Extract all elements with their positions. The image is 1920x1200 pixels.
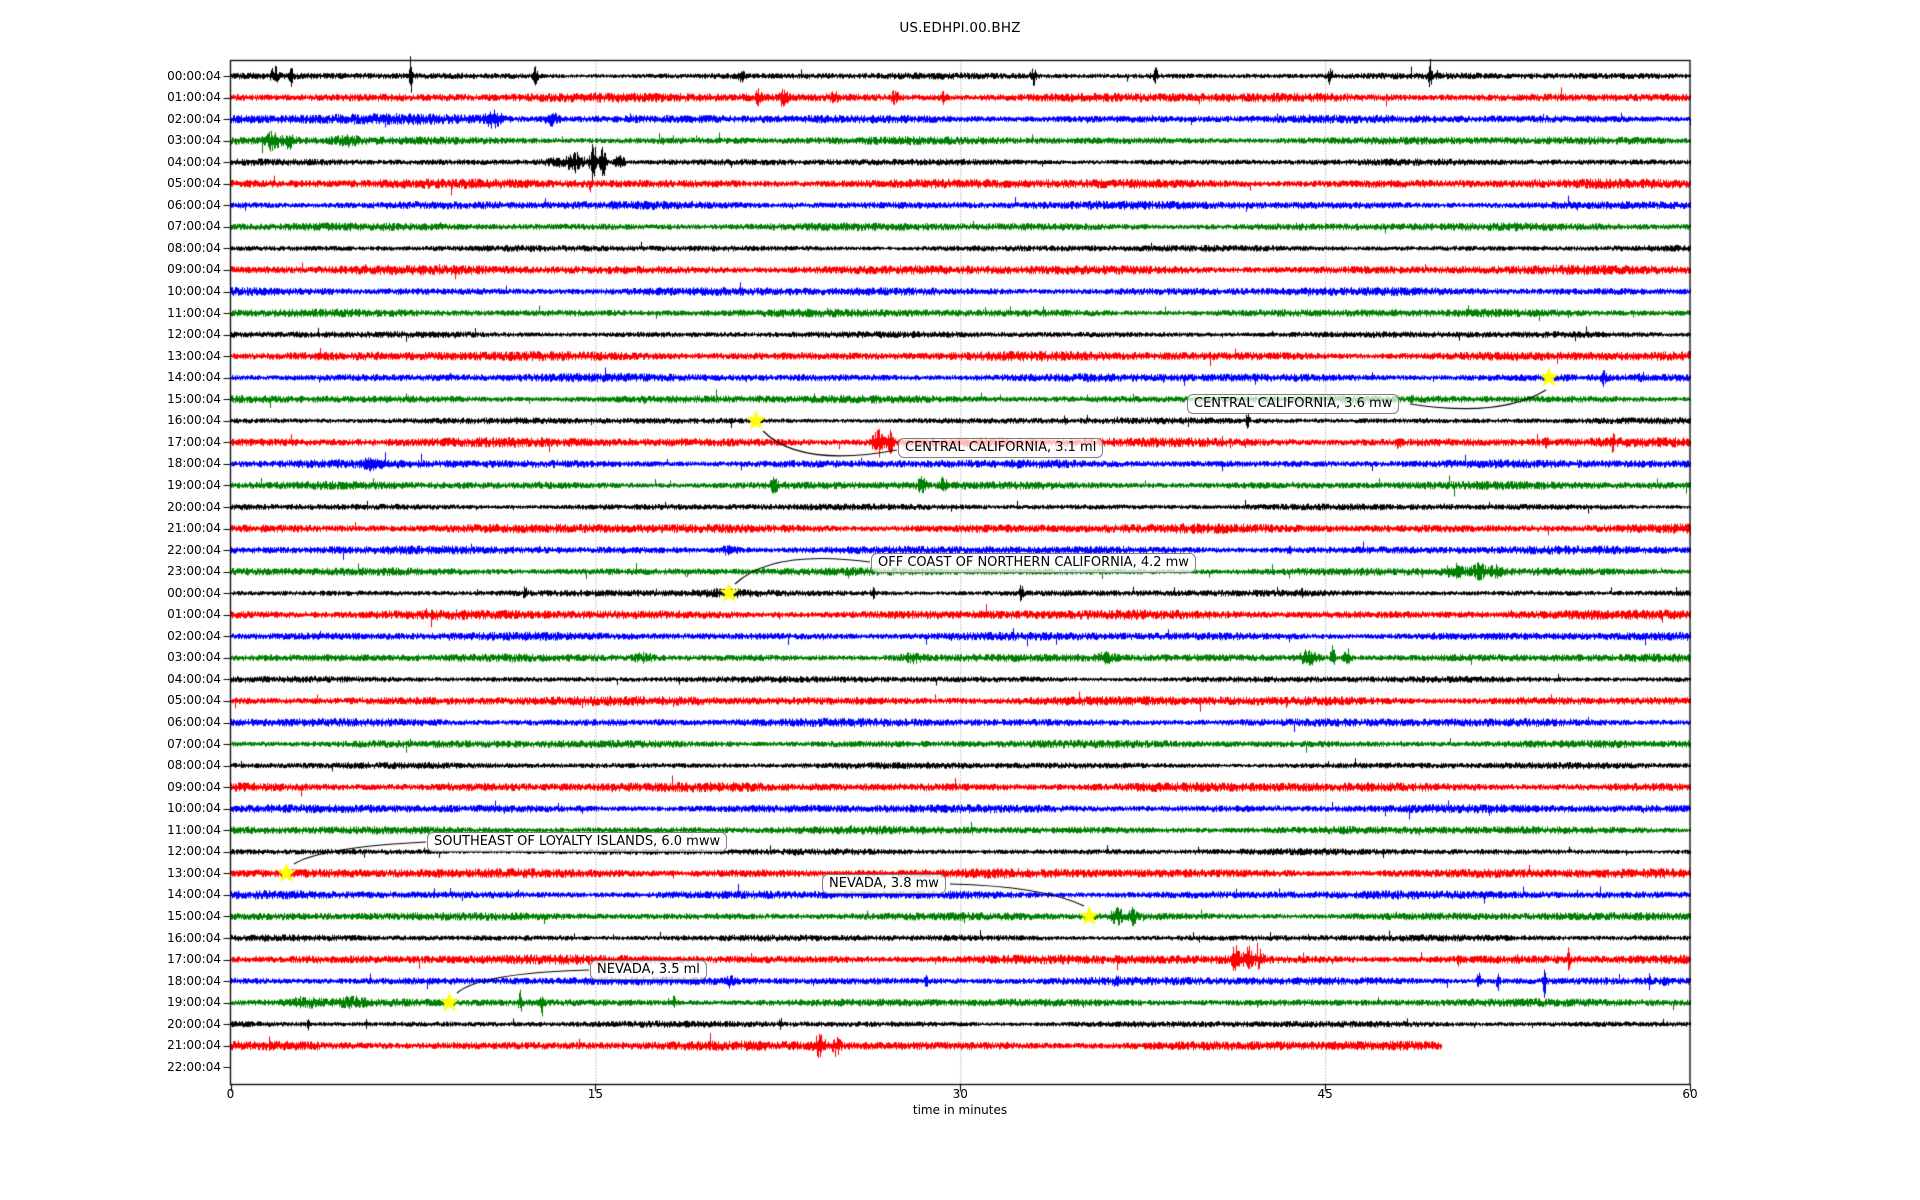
minute-tick-label: 30 — [952, 1087, 968, 1101]
time-tick-label: 04:00:04 — [167, 154, 221, 169]
time-tick-label: 18:00:04 — [167, 456, 221, 471]
time-tick-label: 08:00:04 — [167, 758, 221, 773]
time-tick-label: 02:00:04 — [167, 628, 221, 643]
time-tick-label: 02:00:04 — [167, 111, 221, 126]
time-tick-label: 21:00:04 — [167, 1038, 221, 1053]
time-tick-label: 17:00:04 — [167, 434, 221, 449]
time-tick-label: 20:00:04 — [167, 499, 221, 514]
event-annotation: OFF COAST OF NORTHERN CALIFORNIA, 4.2 mw — [871, 553, 1196, 573]
time-tick-label: 04:00:04 — [167, 671, 221, 686]
time-tick-label: 05:00:04 — [167, 693, 221, 708]
time-tick-label: 15:00:04 — [167, 391, 221, 406]
x-axis-label: time in minutes — [912, 1103, 1008, 1117]
minute-tick-label: 60 — [1682, 1087, 1698, 1101]
time-tick-label: 03:00:04 — [167, 650, 221, 665]
time-tick-label: 16:00:04 — [167, 413, 221, 428]
time-tick-label: 09:00:04 — [167, 779, 221, 794]
minute-tick-label: 15 — [587, 1087, 604, 1101]
minute-tick-label: 0 — [226, 1087, 235, 1101]
time-tick-label: 14:00:04 — [167, 370, 221, 385]
time-tick-label: 07:00:04 — [167, 219, 221, 234]
time-tick-label: 14:00:04 — [167, 887, 221, 902]
time-tick-label: 22:00:04 — [167, 542, 221, 557]
event-annotation: NEVADA, 3.8 mw — [822, 874, 946, 894]
time-tick-label: 13:00:04 — [167, 865, 221, 880]
event-annotation: SOUTHEAST OF LOYALTY ISLANDS, 6.0 mww — [427, 832, 728, 852]
time-tick-label: 19:00:04 — [167, 995, 221, 1010]
time-tick-label: 12:00:04 — [167, 844, 221, 859]
time-tick-label: 18:00:04 — [167, 973, 221, 988]
time-tick-label: 23:00:04 — [167, 564, 221, 579]
time-tick-label: 12:00:04 — [167, 327, 221, 342]
time-tick-label: 00:00:04 — [167, 585, 221, 600]
time-tick-label: 11:00:04 — [167, 822, 221, 837]
time-tick-label: 17:00:04 — [167, 952, 221, 967]
time-tick-label: 13:00:04 — [167, 348, 221, 363]
event-annotation: NEVADA, 3.5 ml — [590, 960, 707, 980]
time-tick-label: 01:00:04 — [167, 607, 221, 622]
time-tick-label: 21:00:04 — [167, 521, 221, 536]
time-tick-label: 10:00:04 — [167, 284, 221, 298]
time-tick-label: 07:00:04 — [167, 736, 221, 751]
time-tick-label: 09:00:04 — [167, 262, 221, 277]
time-tick-label: 01:00:04 — [167, 90, 221, 105]
event-annotation: CENTRAL CALIFORNIA, 3.6 mw — [1187, 394, 1400, 414]
figure-title: US.EDHPI.00.BHZ — [899, 20, 1021, 36]
time-tick-label: 10:00:04 — [167, 801, 221, 816]
time-tick-label: 05:00:04 — [167, 176, 221, 191]
time-tick-label: 15:00:04 — [167, 908, 221, 923]
time-tick-label: 06:00:04 — [167, 715, 221, 729]
time-tick-label: 20:00:04 — [167, 1016, 221, 1031]
time-tick-label: 16:00:04 — [167, 930, 221, 945]
time-tick-label: 22:00:04 — [167, 1059, 221, 1074]
time-tick-label: 19:00:04 — [167, 477, 221, 492]
time-tick-label: 08:00:04 — [167, 240, 221, 255]
time-tick-label: 11:00:04 — [167, 305, 221, 320]
time-tick-label: 03:00:04 — [167, 133, 221, 148]
time-tick-label: 06:00:04 — [167, 197, 221, 212]
minute-tick-label: 45 — [1317, 1087, 1333, 1101]
event-annotation: CENTRAL CALIFORNIA, 3.1 ml — [898, 438, 1104, 458]
time-tick-label: 00:00:04 — [167, 68, 221, 83]
